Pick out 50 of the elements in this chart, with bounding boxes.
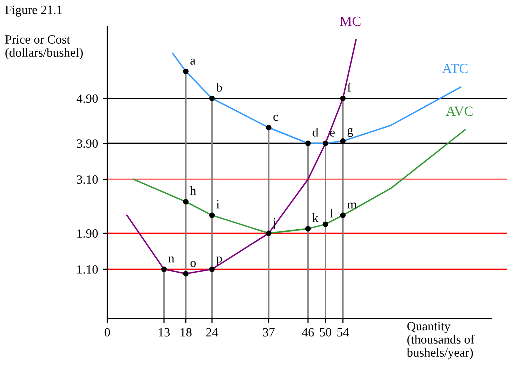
point [340, 212, 346, 218]
annotation: n [168, 256, 174, 263]
annotation: c [274, 115, 278, 122]
series-label: AVC [446, 106, 473, 116]
annotation: e [330, 130, 335, 137]
series-label: ATC [442, 64, 468, 74]
y-axis-title: Price or Cost (dollars/bushel) [5, 36, 84, 60]
x-tick-label: 0 [104, 328, 110, 337]
annotation: b [216, 83, 222, 92]
y-tick-label: 4.90 [76, 94, 98, 104]
point [209, 96, 216, 102]
y-tick-label: 3.10 [77, 176, 98, 184]
x-tick-label: 46 [302, 328, 314, 337]
point [322, 140, 328, 146]
series-label: MC [340, 16, 361, 26]
annotation: k [312, 214, 319, 222]
annotation: f [348, 82, 352, 92]
point [209, 212, 216, 218]
point [305, 226, 312, 232]
point [266, 230, 272, 236]
point [340, 138, 346, 144]
point [266, 125, 272, 131]
chart-title: Figure 21.1 [5, 6, 62, 17]
annotation: o [190, 261, 196, 268]
x-axis-title: Quantity (thousands of bushels/year) [407, 322, 475, 360]
point [305, 140, 312, 146]
y-tick-label: 1.10 [78, 266, 98, 274]
point [161, 266, 168, 272]
x-tick-label: 50 [320, 328, 332, 337]
x-tick-label: 54 [338, 328, 350, 337]
annotation: i [216, 200, 220, 209]
annotation: h [190, 186, 196, 196]
point [183, 271, 189, 277]
annotation: d [312, 128, 319, 137]
annotation: m [348, 202, 357, 209]
y-tick-label: 1.90 [78, 230, 98, 238]
point [209, 266, 216, 272]
x-tick-label: 13 [159, 328, 170, 337]
point [183, 68, 189, 74]
point [322, 222, 328, 228]
point [340, 96, 346, 102]
y-tick-label: 3.90 [77, 140, 98, 148]
x-tick-label: 37 [263, 328, 275, 337]
annotation: l [330, 209, 334, 218]
point [183, 199, 189, 205]
x-tick-label: 24 [206, 328, 218, 337]
annotation: g [348, 128, 354, 138]
annotation: a [190, 58, 196, 65]
x-tick-label: 18 [180, 328, 192, 337]
annotation: p [216, 256, 222, 266]
